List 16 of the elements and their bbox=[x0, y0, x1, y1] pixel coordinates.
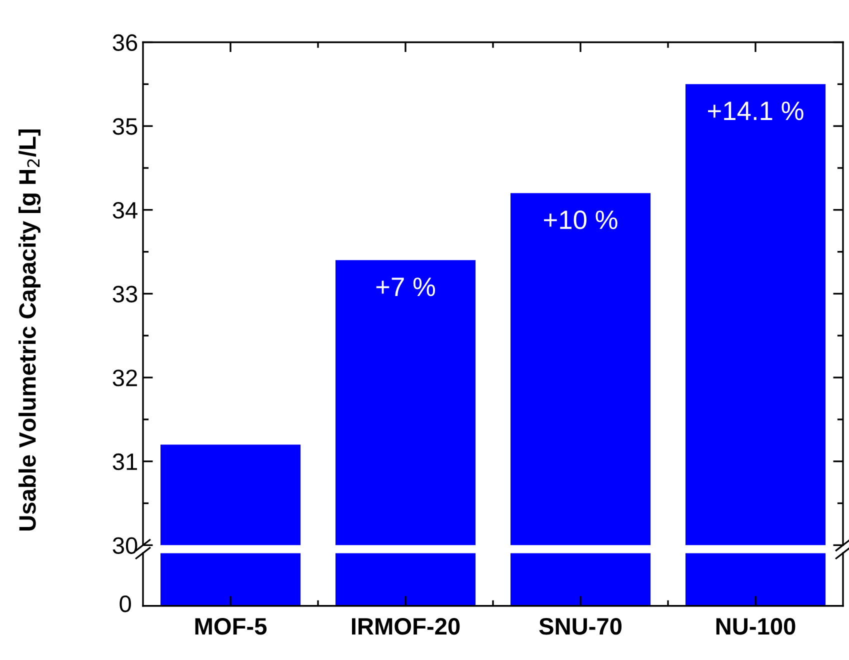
annotation: +10 % bbox=[544, 210, 618, 230]
y-tick-label: 35 bbox=[112, 118, 138, 135]
y-tick-label: 33 bbox=[112, 286, 138, 302]
x-tick-label: MOF-5 bbox=[195, 618, 267, 635]
x-tick-label: NU-100 bbox=[716, 618, 796, 635]
annotation: +7 % bbox=[376, 278, 435, 296]
annotation: +14.1 % bbox=[708, 102, 804, 120]
y-axis-title: Usable Volumetric Capacity [g H$_{2}$/L] bbox=[18, 130, 41, 530]
y-tick-label: 31 bbox=[112, 453, 137, 470]
y-tick-label: 36 bbox=[112, 34, 138, 52]
y-tick-label: 30 bbox=[112, 537, 138, 554]
y-tick-label: 34 bbox=[112, 202, 138, 219]
x-tick-label: SNU-70 bbox=[539, 618, 622, 635]
x-tick-label: IRMOF-20 bbox=[352, 618, 460, 635]
y-tick-label: 32 bbox=[112, 370, 137, 386]
text: 0 bbox=[120, 596, 131, 612]
